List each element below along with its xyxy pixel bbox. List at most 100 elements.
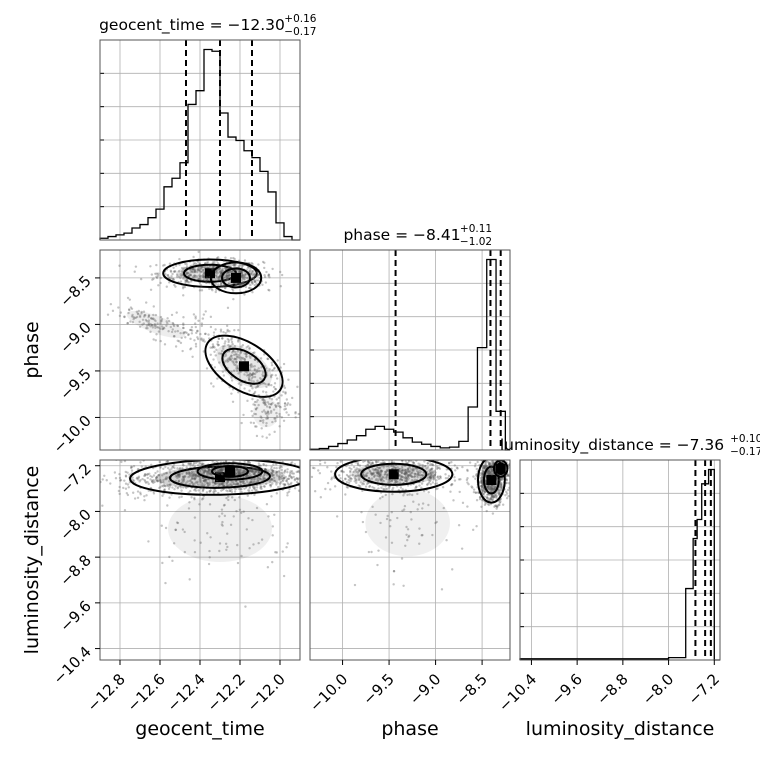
sample-point [177,473,180,476]
sample-point [126,322,129,325]
sample-point [127,486,130,489]
sample-point [241,470,244,473]
sample-point [358,477,361,480]
sample-point [174,330,177,333]
sample-point [270,363,274,367]
sample-point [252,473,256,476]
sample-point [409,467,413,471]
sample-point [135,477,138,480]
sample-point [218,275,222,278]
sample-point [289,471,292,475]
sample-point [466,481,469,484]
sample-point [193,339,196,342]
sample-point [198,268,201,272]
sample-point [200,285,203,288]
sample-point [200,270,204,273]
sample-point [128,473,131,476]
sample-point [403,472,407,476]
sample-point [396,480,399,484]
sample-point [404,468,408,472]
sample-point [386,481,390,484]
sample-point [271,469,275,473]
sample-point [241,356,244,360]
sample-point [249,481,253,484]
sample-point [154,339,157,342]
sample-point [278,415,281,418]
sample-point [218,267,222,271]
contour-level-2 [196,462,264,481]
sample-point [263,261,266,265]
sample-point [237,269,240,272]
sample-point [130,465,133,468]
sample-point [480,475,484,479]
sample-point [248,372,252,375]
sample-point [145,494,148,497]
sample-point [253,486,257,489]
sample-point [202,275,205,279]
sample-point [369,470,372,473]
sample-point [399,486,403,489]
sample-point [228,358,232,361]
sample-point [383,488,386,491]
sample-point [398,469,401,472]
sample-point [224,267,227,270]
sample-point [417,503,421,506]
sample-point [217,268,220,272]
sample-point [247,377,251,381]
sample-point [201,317,205,320]
sample-point [193,465,197,468]
sample-point [126,483,130,486]
sample-point [273,513,276,516]
sample-point [271,401,274,405]
sample-point [240,480,243,483]
sample-point [195,331,198,335]
sample-point [271,373,274,377]
sample-point [282,476,286,480]
sample-point [364,485,368,488]
sample-point [173,466,176,470]
sample-point [230,354,233,357]
sample-point [192,474,196,478]
sample-point [275,551,279,554]
sample-point [385,473,389,477]
sample-point [348,466,351,470]
sample-point [429,483,432,486]
title-upper-error: +0.10 [730,433,760,445]
sample-point [218,471,221,474]
sample-point [385,476,388,479]
sample-point [229,523,233,527]
sample-point [124,470,127,474]
sample-point [144,481,148,484]
sample-point [375,477,378,481]
sample-point [270,477,274,481]
sample-point [355,481,358,485]
sample-point [191,267,195,271]
sample-point [250,269,254,273]
sample-point [166,484,170,488]
sample-point [482,492,486,495]
sample-point [472,488,476,491]
sample-point [378,474,382,478]
sample-point [220,285,223,288]
sample-point [192,313,196,316]
sample-point [204,266,207,269]
sample-point [371,468,375,471]
sample-point [150,317,153,320]
sample-point [217,469,221,473]
sample-point [431,475,435,478]
sample-point [220,471,223,475]
sample-point [195,275,199,278]
sample-point [200,337,203,340]
sample-point [367,481,370,485]
sample-point [378,497,382,500]
sample-point [401,460,404,463]
sample-point [213,350,216,353]
sample-point [402,472,406,476]
sample-point [253,400,257,404]
sample-point [234,487,238,491]
sample-point [239,269,242,273]
sample-point [181,475,185,479]
sample-point [253,390,257,394]
sample-point [491,469,494,473]
sample-point [275,472,278,475]
